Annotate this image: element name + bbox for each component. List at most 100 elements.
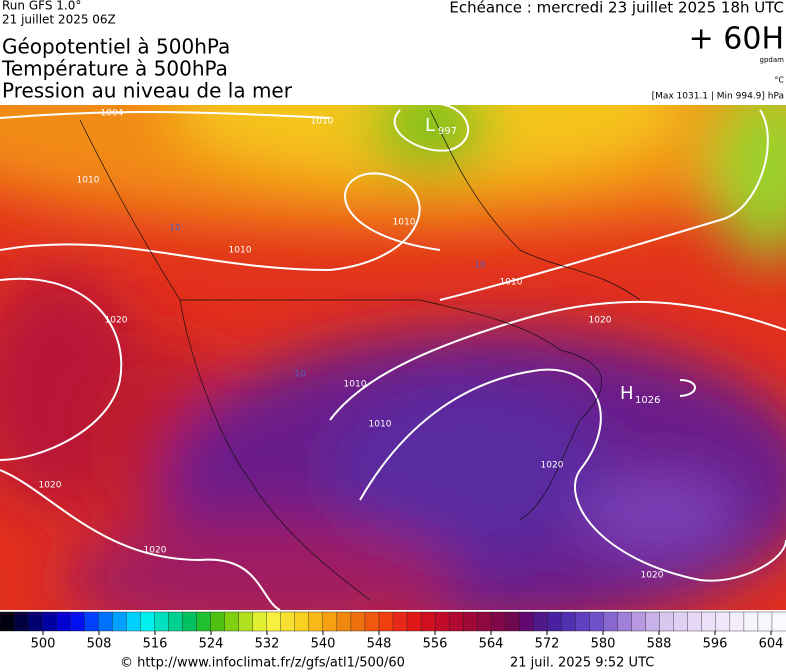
footer-time: 21 juil. 2025 9:52 UTC — [510, 656, 654, 671]
colorbar-label: 516 — [143, 637, 168, 652]
colorbar-label: 580 — [591, 637, 616, 652]
colorbar-swatch — [659, 611, 675, 632]
colorbar-label: 556 — [423, 637, 448, 652]
colorbar-swatch — [196, 611, 212, 632]
colorbar-swatch — [505, 611, 521, 632]
colorbar-swatch — [55, 611, 71, 632]
colorbar-swatch — [336, 611, 352, 632]
isobar-label: 1020 — [105, 316, 128, 326]
colorbar-swatch — [322, 611, 338, 632]
colorbar-swatch — [673, 611, 689, 632]
isobar-label: 1010 — [500, 278, 523, 288]
colorbar-swatch — [743, 611, 759, 632]
isobar-label: 1010 — [393, 218, 416, 228]
colorbar-label: 604 — [759, 637, 784, 652]
isobar-label: 1010 — [77, 176, 100, 186]
colorbar-label: 500 — [31, 637, 56, 652]
colorbar-swatch — [294, 611, 310, 632]
colorbar-label: 564 — [479, 637, 504, 652]
extremes: [Max 1031.1 | Min 994.9] hPa — [652, 92, 784, 102]
colorbar-swatch — [266, 611, 282, 632]
colorbar-label: 548 — [367, 637, 392, 652]
colorbar-label: 508 — [87, 637, 112, 652]
colorbar-swatch — [280, 611, 296, 632]
colorbar-swatch — [69, 611, 85, 632]
colorbar-swatch — [238, 611, 254, 632]
colorbar-swatch — [519, 611, 535, 632]
colorbar-swatch — [84, 611, 99, 632]
temperature-label: 10 — [294, 370, 306, 380]
colorbar-swatch — [729, 611, 745, 632]
isobar-label: 1010 — [369, 420, 392, 430]
isobar-label: 1004 — [101, 109, 124, 119]
colorbar-label: 524 — [199, 637, 224, 652]
colorbar-swatch — [41, 611, 57, 632]
colorbar-label: 540 — [311, 637, 336, 652]
title: Pression au niveau de la mer — [2, 79, 293, 103]
colorbar-swatch — [715, 611, 731, 632]
colorbar-swatch — [252, 611, 268, 632]
colorbar-swatch — [140, 611, 156, 632]
colorbar-label: 588 — [647, 637, 672, 652]
isobar-label: 1010 — [344, 380, 367, 390]
temperature-label: 10 — [474, 261, 486, 271]
title: Température à 500hPa — [1, 57, 228, 81]
colorbar-swatch — [491, 611, 506, 632]
colorbar-label: 532 — [255, 637, 280, 652]
lead-time: + 60H — [689, 22, 784, 57]
high-symbol: H — [620, 383, 634, 404]
isobar-label: 1020 — [144, 546, 167, 556]
colorbar-swatch — [477, 611, 492, 632]
unit-temp: °C — [774, 76, 784, 85]
isobar-label: 1010 — [311, 117, 334, 127]
colorbar-swatch — [561, 611, 577, 632]
colorbar-swatch — [434, 611, 450, 632]
colorbar-swatch — [589, 611, 605, 632]
colorbar-swatch — [168, 611, 184, 632]
colorbar-swatch — [631, 611, 647, 632]
colorbar-swatch — [364, 611, 380, 632]
colorbar-swatch — [701, 611, 717, 632]
colorbar-swatch — [533, 611, 549, 632]
colorbar-swatch — [575, 611, 591, 632]
colorbar-swatch — [126, 611, 142, 632]
colorbar-swatch — [0, 611, 15, 632]
colorbar-swatch — [771, 611, 786, 632]
title: Géopotentiel à 500hPa — [2, 35, 230, 59]
isobar-label: 1020 — [541, 461, 564, 471]
colorbar-swatch — [406, 611, 422, 632]
high-value: 1026 — [635, 395, 660, 406]
colorbar-swatch — [392, 611, 408, 632]
colorbar-swatch — [210, 611, 226, 632]
colorbar-swatch — [112, 611, 128, 632]
map — [0, 105, 786, 610]
colorbar-swatch — [645, 611, 661, 632]
colorbar-swatch — [462, 611, 478, 632]
colorbar-label: 596 — [703, 637, 728, 652]
footer-url: © http://www.infoclimat.fr/z/gfs/atl1/50… — [120, 656, 405, 671]
low-symbol: L — [425, 115, 435, 136]
unit-geo: gpdam — [760, 56, 785, 64]
colorbar-swatch — [378, 611, 394, 632]
colorbar-swatch — [547, 611, 563, 632]
colorbar-label: 572 — [535, 637, 560, 652]
valid-time: Echéance : mercredi 23 juillet 2025 18h … — [449, 0, 784, 17]
colorbar-swatch — [350, 611, 366, 632]
colorbar-swatch — [27, 611, 43, 632]
colorbar-swatch — [154, 611, 170, 632]
colorbar-swatch — [182, 611, 198, 632]
colorbar-swatch — [308, 611, 324, 632]
run: Run GFS 1.0° — [2, 0, 81, 13]
isobar-label: 1020 — [589, 316, 612, 326]
run-date: 21 juillet 2025 06Z — [2, 13, 116, 27]
isobar-label: 1020 — [39, 481, 62, 491]
temperature-label: 10 — [169, 224, 181, 234]
isobar-label: 1020 — [641, 571, 664, 581]
colorbar-swatch — [224, 611, 240, 632]
colorbar-swatch — [687, 611, 703, 632]
low-value: 997 — [438, 126, 457, 137]
colorbar-swatch — [448, 611, 464, 632]
isobar-label: 1010 — [229, 246, 252, 256]
colorbar-swatch — [603, 611, 619, 632]
colorbar-swatch — [420, 611, 436, 632]
